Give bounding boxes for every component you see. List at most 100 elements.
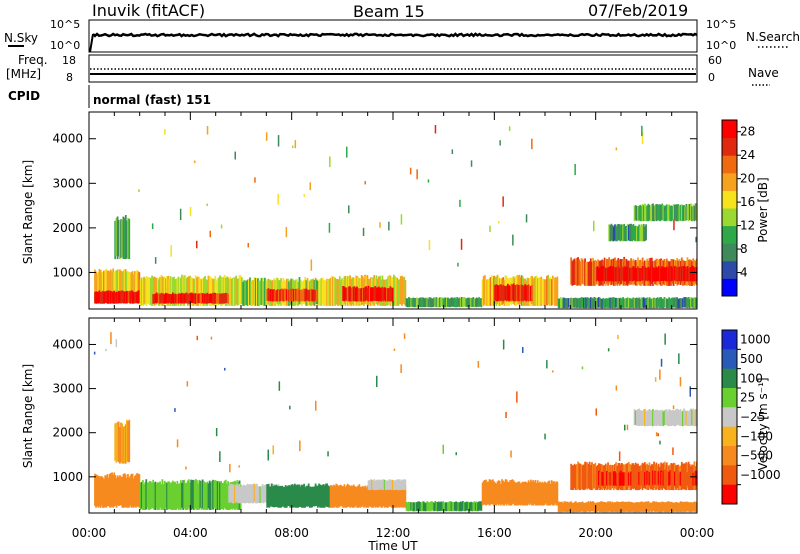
data-cell xyxy=(654,470,657,485)
data-cell xyxy=(634,298,637,308)
data-cell xyxy=(396,277,399,306)
data-cell xyxy=(235,484,237,503)
data-cell xyxy=(287,288,289,301)
data-cell xyxy=(601,298,604,309)
data-cell xyxy=(199,480,202,508)
data-cell xyxy=(627,267,630,282)
data-cell xyxy=(644,298,646,308)
data-cell xyxy=(500,484,502,506)
data-cell xyxy=(584,258,586,286)
scatter-echo xyxy=(434,125,437,134)
data-cell xyxy=(687,268,690,282)
data-cell xyxy=(672,265,675,281)
data-cell xyxy=(638,297,641,309)
scatter-echo xyxy=(510,450,512,458)
data-cell xyxy=(611,501,614,513)
data-cell xyxy=(262,281,265,306)
data-cell xyxy=(629,298,631,309)
data-cell xyxy=(121,423,124,464)
data-cell xyxy=(678,410,681,426)
data-cell xyxy=(355,287,357,302)
data-cell xyxy=(616,298,619,309)
scatter-echo xyxy=(115,339,118,348)
power-colorbar-bin xyxy=(722,172,737,191)
data-cell xyxy=(488,278,491,306)
data-cell xyxy=(404,479,407,490)
data-cell xyxy=(249,277,251,305)
data-cell xyxy=(412,297,415,308)
data-cell xyxy=(647,298,650,309)
data-cell xyxy=(178,483,181,510)
data-cell xyxy=(591,502,593,512)
scatter-echo xyxy=(581,366,584,370)
data-cell xyxy=(465,298,468,307)
data-cell xyxy=(135,474,137,508)
data-cell xyxy=(136,291,138,304)
data-cell xyxy=(345,485,348,508)
data-cell xyxy=(570,297,573,309)
data-cell xyxy=(213,278,216,306)
data-cell xyxy=(508,481,510,506)
data-cell xyxy=(572,502,575,513)
data-cell xyxy=(308,289,311,302)
data-cell xyxy=(601,471,604,486)
data-cell xyxy=(641,297,644,308)
data-cell xyxy=(258,486,261,503)
data-cell xyxy=(495,483,498,506)
data-cell xyxy=(121,271,124,303)
data-cell xyxy=(602,297,605,308)
data-cell xyxy=(182,293,185,304)
data-cell xyxy=(128,290,131,303)
data-cell xyxy=(694,470,697,486)
data-cell xyxy=(318,279,320,306)
data-cell xyxy=(679,471,682,486)
data-cell xyxy=(661,203,664,221)
data-cell xyxy=(543,279,546,306)
data-cell xyxy=(595,267,598,282)
data-cell xyxy=(677,204,680,222)
data-cell xyxy=(647,471,650,486)
data-cell xyxy=(460,297,463,307)
data-cell xyxy=(693,472,696,486)
velocity-colorbar-tick-label: −500 xyxy=(740,449,773,463)
data-cell xyxy=(373,483,376,507)
data-cell xyxy=(632,472,635,486)
data-cell xyxy=(418,501,421,512)
data-cell xyxy=(152,479,155,509)
data-cell xyxy=(381,479,384,491)
data-cell xyxy=(370,287,372,301)
data-cell xyxy=(95,474,97,508)
power-colorbar-tick-label: 4 xyxy=(740,266,748,280)
data-cell xyxy=(656,267,659,282)
data-cell xyxy=(275,290,278,302)
data-cell xyxy=(659,410,661,427)
data-cell xyxy=(98,290,101,304)
data-cell xyxy=(465,501,468,511)
data-cell xyxy=(207,293,210,304)
scatter-echo xyxy=(206,203,208,206)
data-cell xyxy=(246,483,249,503)
data-cell xyxy=(123,426,126,464)
scatter-echo xyxy=(672,447,674,455)
data-cell xyxy=(131,290,134,304)
data-cell xyxy=(408,297,410,308)
data-cell xyxy=(621,501,623,512)
data-cell xyxy=(504,479,507,504)
data-cell xyxy=(657,204,660,221)
data-cell xyxy=(425,502,427,512)
data-cell xyxy=(97,291,100,304)
scatter-echo xyxy=(110,332,112,344)
data-cell xyxy=(361,288,364,302)
data-cell xyxy=(177,293,180,304)
scatter-echo xyxy=(310,259,313,271)
data-cell xyxy=(405,501,408,511)
data-cell xyxy=(229,276,232,305)
scatter-echo xyxy=(615,147,618,151)
data-cell xyxy=(678,298,681,309)
data-cell xyxy=(173,276,175,306)
data-cell xyxy=(655,298,658,309)
y-tick-label: 2000 xyxy=(52,426,83,440)
data-cell xyxy=(144,482,147,510)
data-cell xyxy=(622,267,624,281)
